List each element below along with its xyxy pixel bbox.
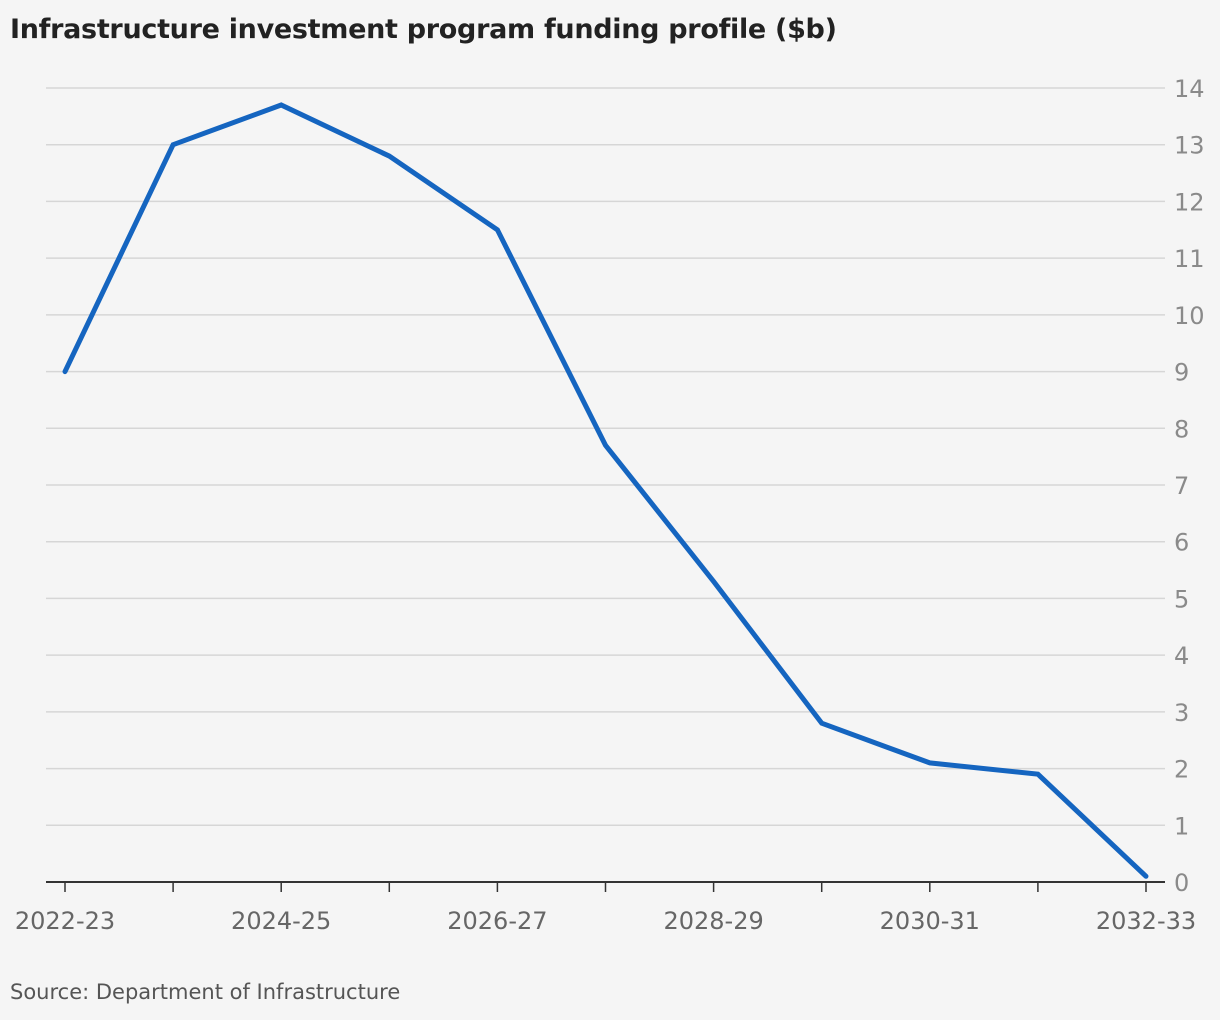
y-tick-label: 4 xyxy=(1174,642,1189,670)
y-tick-label: 9 xyxy=(1174,359,1189,387)
y-tick-label: 14 xyxy=(1174,75,1205,103)
x-tick-label: 2032-33 xyxy=(1096,907,1196,935)
series-line-0 xyxy=(62,102,1149,879)
y-tick-label: 3 xyxy=(1174,699,1189,727)
series-layer xyxy=(62,102,1149,879)
chart-title: Infrastructure investment program fundin… xyxy=(10,14,837,45)
y-tick-label: 8 xyxy=(1174,415,1189,443)
y-tick-label: 1 xyxy=(1174,812,1189,840)
y-tick-label: 12 xyxy=(1174,188,1205,216)
y-tick-label: 5 xyxy=(1174,585,1189,613)
y-tick-label: 2 xyxy=(1174,756,1189,784)
y-tick-label: 10 xyxy=(1174,302,1205,330)
x-axis: 2022-23 2024-25 2026-27 2028-29 2030-31 2032-… xyxy=(15,881,1196,935)
x-tick-label: 2022-23 xyxy=(15,907,115,935)
source-note: Source: Department of Infrastructure xyxy=(10,980,401,1004)
y-tick-label: 13 xyxy=(1174,132,1205,160)
x-tick-label: 2028-29 xyxy=(663,907,763,935)
y-tick-label: 11 xyxy=(1174,245,1205,273)
x-tick-label: 2026-27 xyxy=(447,907,547,935)
y-tick-label: 0 xyxy=(1174,869,1189,897)
y-tick-label: 6 xyxy=(1174,529,1189,557)
x-tick-label: 2030-31 xyxy=(880,907,980,935)
x-tick-label: 2024-25 xyxy=(231,907,331,935)
y-tick-label: 7 xyxy=(1174,472,1189,500)
gridlines xyxy=(46,87,1165,827)
